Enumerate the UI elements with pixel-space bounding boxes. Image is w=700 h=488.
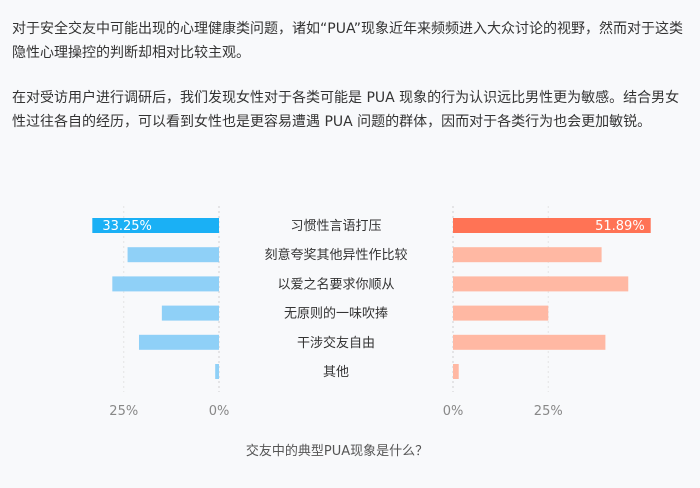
- female-bar: [453, 334, 606, 350]
- axis-ticks: 25% 0% 0% 25%: [109, 404, 562, 419]
- male-bar: [138, 334, 219, 350]
- female-bar: [453, 247, 602, 263]
- intro-paragraph-2: 在对受访用户进行调研后，我们发现女性对于各类可能是 PUA 现象的行为认识远比男…: [12, 90, 680, 130]
- male-bar: [127, 247, 219, 263]
- male-bars: 33.25%: [92, 218, 219, 379]
- tick-label: 25%: [109, 404, 138, 419]
- male-bar: [92, 218, 219, 233]
- male-bar: [161, 305, 219, 321]
- tick-label: 0%: [209, 404, 230, 419]
- category-label: 干涉交友自由: [297, 335, 375, 351]
- intro-paragraph-1: 对于安全交友中可能出现的心理健康类问题，诸如“PUA”现象近年来频频进入大众讨论…: [12, 21, 684, 61]
- category-label: 习惯性言语打压: [290, 218, 381, 234]
- female-bar: [453, 305, 549, 321]
- category-label: 无原则的一味吹捧: [284, 306, 388, 322]
- female-bar: [453, 276, 629, 292]
- male-bar: [112, 276, 219, 292]
- male-bar: [215, 364, 219, 379]
- grid-layer: [123, 206, 549, 392]
- category-label: 刻意夸奖其他异性作比较: [264, 247, 407, 263]
- category-labels: 习惯性言语打压刻意夸奖其他异性作比较以爱之名要求你顺从无原则的一味吹捧干涉交友自…: [264, 218, 407, 380]
- female-bar: [453, 364, 459, 379]
- category-label: 其他: [323, 365, 349, 380]
- female-bar: [453, 218, 651, 233]
- female-data-label: 51.89%: [595, 219, 645, 234]
- male-data-label: 33.25%: [102, 219, 152, 234]
- tick-label: 0%: [443, 404, 464, 419]
- category-label: 以爱之名要求你顺从: [277, 276, 394, 292]
- female-bars: 51.89%: [453, 218, 651, 379]
- chart-title: 交友中的典型PUA现象是什么？: [246, 443, 428, 459]
- tick-label: 25%: [534, 404, 563, 419]
